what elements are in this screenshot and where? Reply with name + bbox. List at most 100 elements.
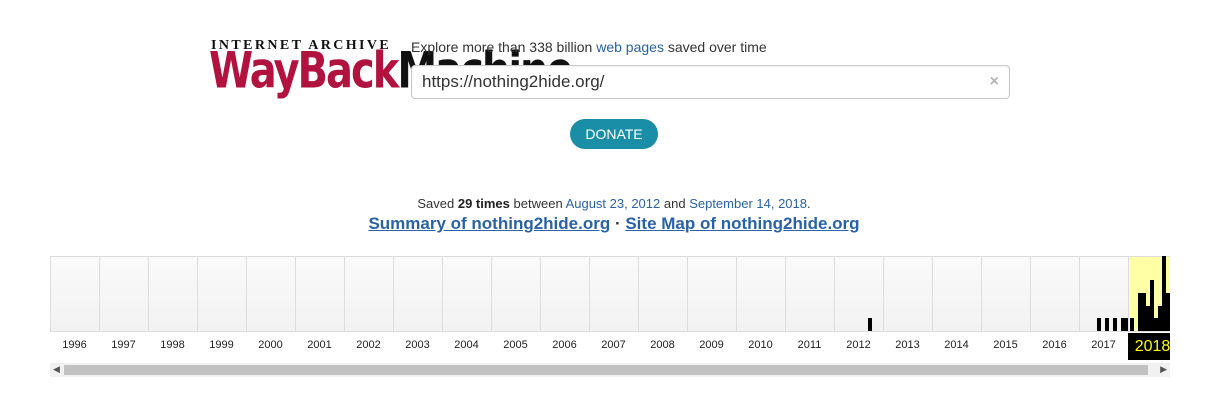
explore-prefix: Explore more than 338 billion: [411, 39, 597, 55]
year-sparkline-1997[interactable]: [99, 256, 148, 332]
year-column-2002[interactable]: 2002: [344, 256, 393, 360]
year-sparkline-2017[interactable]: [1079, 256, 1129, 332]
timeline-scrollbar[interactable]: ◀ ▶: [50, 363, 1170, 377]
url-search-input[interactable]: [422, 66, 982, 98]
year-sparkline-2005[interactable]: [491, 256, 540, 332]
year-column-2004[interactable]: 2004: [442, 256, 491, 360]
scroll-right-arrow-icon[interactable]: ▶: [1160, 364, 1167, 374]
capture-bar-2018-3: [1138, 293, 1142, 331]
saved-between: between: [509, 196, 566, 211]
year-label-2004[interactable]: 2004: [454, 339, 479, 351]
year-label-2000[interactable]: 2000: [258, 339, 283, 351]
year-column-1998[interactable]: 1998: [148, 256, 197, 360]
year-sparkline-1999[interactable]: [197, 256, 246, 332]
year-column-2000[interactable]: 2000: [246, 256, 295, 360]
year-column-2006[interactable]: 2006: [540, 256, 589, 360]
wayback-logo[interactable]: INTERNET ARCHIVE WayBackMachine: [209, 38, 574, 102]
year-column-1996[interactable]: 1996: [50, 256, 99, 360]
year-sparkline-2012[interactable]: [834, 256, 883, 332]
capture-bar-2017-9: [1113, 318, 1117, 331]
last-capture-link[interactable]: September 14, 2018: [689, 196, 807, 211]
summary-link[interactable]: Summary of nothing2hide.org: [368, 214, 611, 233]
year-label-2018[interactable]: 2018: [1128, 333, 1170, 360]
year-label-1998[interactable]: 1998: [160, 339, 185, 351]
year-label-2014[interactable]: 2014: [944, 339, 969, 351]
year-column-2008[interactable]: 2008: [638, 256, 687, 360]
year-sparkline-2010[interactable]: [736, 256, 785, 332]
capture-bar-2017-5: [1097, 318, 1101, 331]
year-sparkline-1996[interactable]: [50, 256, 99, 332]
year-sparkline-2011[interactable]: [785, 256, 834, 332]
year-label-2007[interactable]: 2007: [601, 339, 626, 351]
year-sparkline-2007[interactable]: [589, 256, 638, 332]
year-label-2003[interactable]: 2003: [405, 339, 430, 351]
year-label-2005[interactable]: 2005: [503, 339, 528, 351]
year-label-2012[interactable]: 2012: [846, 339, 871, 351]
links-separator: ·: [610, 214, 626, 233]
donate-button[interactable]: DONATE: [570, 119, 658, 149]
year-label-2017[interactable]: 2017: [1091, 339, 1116, 351]
capture-bar-2018-6: [1150, 280, 1154, 331]
year-column-2011[interactable]: 2011: [785, 256, 834, 360]
year-sparkline-1998[interactable]: [148, 256, 197, 332]
year-column-2014[interactable]: 2014: [932, 256, 981, 360]
scroll-left-arrow-icon[interactable]: ◀: [53, 364, 60, 374]
year-label-1996[interactable]: 1996: [62, 339, 87, 351]
saved-count: 29 times: [457, 196, 510, 211]
capture-bar-2012-9: [868, 318, 872, 331]
url-search-box[interactable]: ×: [411, 65, 1010, 99]
year-sparkline-2001[interactable]: [295, 256, 344, 332]
capture-bar-2018-7: [1154, 318, 1158, 331]
year-label-2009[interactable]: 2009: [699, 339, 724, 351]
year-sparkline-2015[interactable]: [981, 256, 1030, 332]
year-label-2006[interactable]: 2006: [552, 339, 577, 351]
year-sparkline-2014[interactable]: [932, 256, 981, 332]
year-sparkline-2008[interactable]: [638, 256, 687, 332]
clear-icon[interactable]: ×: [989, 73, 999, 90]
site-map-link[interactable]: Site Map of nothing2hide.org: [625, 214, 860, 233]
year-label-2016[interactable]: 2016: [1042, 339, 1067, 351]
year-column-2016[interactable]: 2016: [1030, 256, 1079, 360]
year-sparkline-2016[interactable]: [1030, 256, 1079, 332]
first-capture-link[interactable]: August 23, 2012: [565, 196, 661, 211]
year-column-2001[interactable]: 2001: [295, 256, 344, 360]
year-column-2015[interactable]: 2015: [981, 256, 1030, 360]
year-sparkline-2013[interactable]: [883, 256, 932, 332]
capture-bar-2018-9: [1162, 256, 1166, 331]
saved-and: and: [660, 196, 690, 211]
year-label-1997[interactable]: 1997: [111, 339, 136, 351]
year-sparkline-2002[interactable]: [344, 256, 393, 332]
year-label-1999[interactable]: 1999: [209, 339, 234, 351]
scrollbar-thumb[interactable]: [64, 365, 1148, 375]
logo-internet-archive-text: INTERNET ARCHIVE: [211, 38, 392, 53]
year-column-1997[interactable]: 1997: [99, 256, 148, 360]
year-column-2013[interactable]: 2013: [883, 256, 932, 360]
year-column-1999[interactable]: 1999: [197, 256, 246, 360]
year-sparkline-2018[interactable]: [1128, 256, 1170, 332]
year-label-2011[interactable]: 2011: [797, 339, 822, 351]
year-sparkline-2004[interactable]: [442, 256, 491, 332]
year-label-2002[interactable]: 2002: [356, 339, 381, 351]
year-label-2001[interactable]: 2001: [307, 339, 332, 351]
logo-wayback-text: WayBack: [209, 42, 399, 101]
year-column-2003[interactable]: 2003: [393, 256, 442, 360]
year-column-2007[interactable]: 2007: [589, 256, 638, 360]
year-sparkline-2003[interactable]: [393, 256, 442, 332]
year-label-2015[interactable]: 2015: [993, 339, 1018, 351]
year-column-2009[interactable]: 2009: [687, 256, 736, 360]
year-label-2013[interactable]: 2013: [895, 339, 920, 351]
capture-bar-2018-10: [1166, 293, 1170, 331]
year-column-2012[interactable]: 2012: [834, 256, 883, 360]
year-column-2018[interactable]: 2018: [1128, 256, 1170, 360]
year-column-2010[interactable]: 2010: [736, 256, 785, 360]
year-label-2008[interactable]: 2008: [650, 339, 675, 351]
web-pages-link[interactable]: web pages: [596, 39, 664, 55]
year-column-2017[interactable]: 2017: [1079, 256, 1129, 360]
year-sparkline-2000[interactable]: [246, 256, 295, 332]
year-column-2005[interactable]: 2005: [491, 256, 540, 360]
summary-links: Summary of nothing2hide.org · Site Map o…: [0, 214, 1228, 234]
capture-timeline[interactable]: 1996 1997 1998 1999 2000 2001 2002 2003 2004 2005…: [50, 256, 1170, 360]
year-sparkline-2009[interactable]: [687, 256, 736, 332]
year-label-2010[interactable]: 2010: [748, 339, 773, 351]
year-sparkline-2006[interactable]: [540, 256, 589, 332]
